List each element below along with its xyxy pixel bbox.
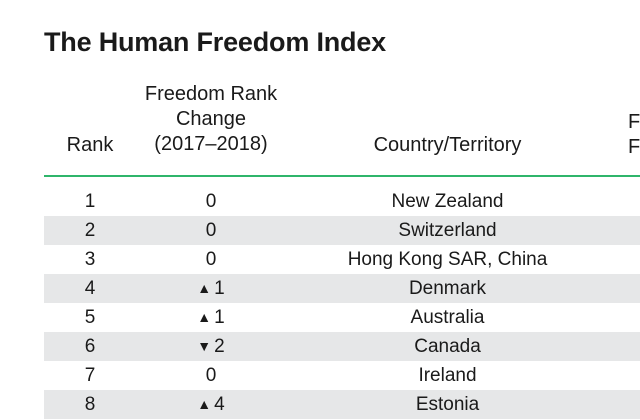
change-arrow-icon: ▲ bbox=[197, 309, 212, 325]
table-row: 7 0 Ireland bbox=[44, 361, 640, 390]
country-cell: Switzerland bbox=[398, 220, 497, 241]
rank-change-header-line-3: (2017–2018) bbox=[154, 133, 268, 155]
rank-change-cell: ▲ 1 bbox=[122, 274, 300, 303]
rank-cell: 4 bbox=[84, 278, 96, 299]
rank-change-value: 2 bbox=[214, 336, 225, 357]
cropped-column-header: F F bbox=[628, 110, 640, 160]
rank-cell: 6 bbox=[84, 336, 96, 357]
country-cell: Canada bbox=[414, 336, 481, 357]
country-cell: Ireland bbox=[418, 365, 477, 386]
change-arrow-icon: ▲ bbox=[197, 280, 212, 296]
table-body: 1 0 New Zealand 2 0 Switzerland 3 0 Hong… bbox=[44, 187, 640, 419]
change-arrow-icon: ▼ bbox=[197, 338, 212, 354]
table-row: 2 0 Switzerland bbox=[44, 216, 640, 245]
table-row: 4 ▲ 1 Denmark bbox=[44, 274, 640, 303]
rank-cell: 2 bbox=[84, 220, 96, 241]
rank-column-header: Rank bbox=[66, 134, 114, 156]
rank-change-value: 4 bbox=[214, 394, 225, 415]
header-divider bbox=[44, 175, 640, 177]
rank-cell: 5 bbox=[84, 307, 96, 328]
table-row: 5 ▲ 1 Australia bbox=[44, 303, 640, 332]
rank-change-value: 1 bbox=[214, 307, 225, 328]
rank-change-header-line-2: Change bbox=[175, 108, 247, 130]
country-cell: Hong Kong SAR, China bbox=[347, 249, 548, 270]
cropped-header-line-2: F bbox=[628, 136, 640, 158]
table-row: 6 ▼ 2 Canada bbox=[44, 332, 640, 361]
rank-change-column-header: Freedom Rank Change (2017–2018) bbox=[122, 82, 300, 157]
rank-change-value: 0 bbox=[205, 249, 217, 270]
country-column-header: Country/Territory bbox=[373, 134, 522, 156]
rank-cell: 8 bbox=[84, 394, 96, 415]
page-title: The Human Freedom Index bbox=[44, 27, 386, 57]
country-cell: Denmark bbox=[408, 278, 487, 299]
rank-change-cell: 0 bbox=[122, 187, 300, 216]
country-cell: New Zealand bbox=[391, 191, 504, 212]
rank-cell: 3 bbox=[84, 249, 96, 270]
rank-change-value: 0 bbox=[205, 220, 217, 241]
rank-change-header-line-1: Freedom Rank bbox=[144, 83, 278, 105]
rank-change-cell: ▲ 4 bbox=[122, 390, 300, 419]
rank-cell: 7 bbox=[84, 365, 96, 386]
table-row: 8 ▲ 4 Estonia bbox=[44, 390, 640, 419]
rank-change-cell: ▼ 2 bbox=[122, 332, 300, 361]
country-cell: Australia bbox=[410, 307, 485, 328]
rank-change-cell: 0 bbox=[122, 216, 300, 245]
cropped-header-line-1: F bbox=[628, 111, 640, 133]
table-row: 1 0 New Zealand bbox=[44, 187, 640, 216]
change-arrow-icon: ▲ bbox=[197, 396, 212, 412]
table-row: 3 0 Hong Kong SAR, China bbox=[44, 245, 640, 274]
rank-change-cell: ▲ 1 bbox=[122, 303, 300, 332]
rank-change-value: 1 bbox=[214, 278, 225, 299]
rank-cell: 1 bbox=[84, 191, 96, 212]
rank-change-value: 0 bbox=[205, 365, 217, 386]
rank-change-value: 0 bbox=[205, 191, 217, 212]
rank-change-cell: 0 bbox=[122, 245, 300, 274]
rank-change-cell: 0 bbox=[122, 361, 300, 390]
country-cell: Estonia bbox=[415, 394, 480, 415]
